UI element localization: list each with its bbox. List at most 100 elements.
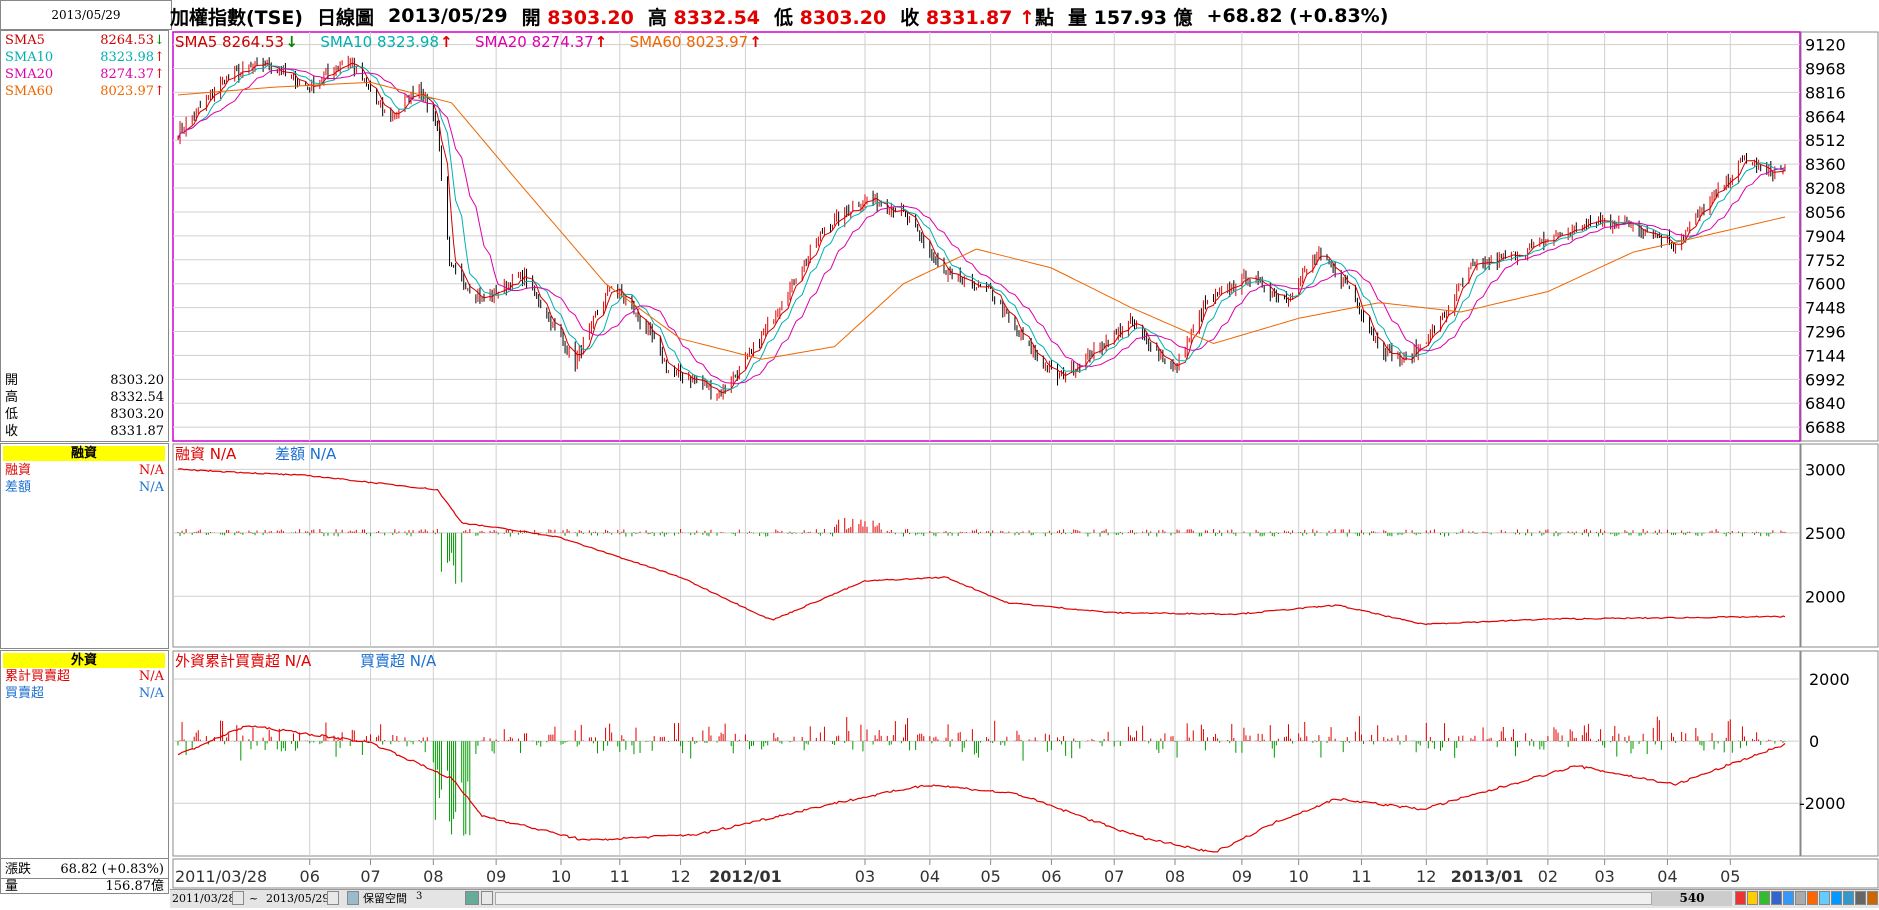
sma60-line: [177, 81, 1786, 360]
foreign-row-label: 累計買賣超: [5, 669, 71, 684]
x-tick-label: 05: [1720, 867, 1740, 886]
left-price-info: [0, 30, 169, 442]
high-value: 8332.54: [673, 6, 761, 29]
scroll-left-icon[interactable]: [481, 891, 493, 905]
end-date-dropdown-icon[interactable]: [327, 891, 339, 905]
high-label: 高: [647, 6, 667, 29]
toolbar-tool-icon[interactable]: [1771, 891, 1782, 905]
scrollbar-track[interactable]: [495, 892, 1652, 905]
x-tick-label: 06: [1041, 867, 1061, 886]
y-tick-label: 2000: [1805, 587, 1846, 606]
y-tick-label: 0: [1809, 732, 1819, 751]
x-tick-label: 2013/01: [1451, 867, 1524, 886]
sma10-line: [177, 64, 1786, 390]
change-value: +68.82 (+0.83%): [1206, 5, 1389, 27]
bottom-row-label: 量: [5, 879, 19, 894]
toolbar-tool-icon[interactable]: [1735, 891, 1746, 905]
toolbar-tool-icon[interactable]: [1843, 891, 1854, 905]
reserve-space-icon[interactable]: [347, 891, 359, 905]
close-label: 收: [900, 6, 920, 29]
left-sma-name: SMA10: [5, 50, 54, 65]
header-date: 2013/05/29: [388, 5, 508, 27]
volume-value: 157.93 億: [1093, 6, 1193, 29]
left-sma-arrow: ↓: [154, 33, 165, 48]
toolbar-tool-icon[interactable]: [1783, 891, 1794, 905]
price-legend-arrow: ↑: [595, 33, 608, 51]
y-tick-label: 7448: [1805, 299, 1846, 318]
toolbar-tool-icon[interactable]: [1795, 891, 1806, 905]
left-sma-arrow: ↑: [154, 50, 165, 65]
left-ohlc-label: 低: [5, 407, 19, 422]
left-ohlc-value: 8331.87: [110, 424, 164, 439]
margin-row-label: 融資: [5, 463, 32, 478]
end-date[interactable]: 2013/05/29: [266, 892, 330, 905]
foreign-section-title: 外資: [3, 653, 165, 668]
bottom-row-label: 漲跌: [5, 862, 32, 877]
left-ohlc-value: 8303.20: [110, 407, 164, 422]
x-tick-label: 2012/01: [709, 867, 782, 886]
axis-frame: [1800, 650, 1879, 857]
y-tick-label: 7144: [1805, 346, 1846, 365]
bottom-row-value: 68.82 (+0.83%): [60, 862, 164, 877]
y-tick-label: 7600: [1805, 275, 1846, 294]
toolbar-tool-icon[interactable]: [1807, 891, 1818, 905]
low-label: 低: [774, 6, 794, 29]
low-value: 8303.20: [799, 6, 887, 29]
left-ohlc-label: 收: [5, 424, 19, 439]
left-margin-info: [0, 443, 169, 649]
period-label: 日線圖: [317, 6, 375, 29]
start-date[interactable]: 2011/03/28: [172, 892, 236, 905]
toolbar-tool-icon[interactable]: [1759, 891, 1770, 905]
x-tick-label: 12: [670, 867, 690, 886]
y-tick-label: 8208: [1805, 179, 1846, 198]
reserve-space-value: 3: [416, 891, 423, 902]
toolbar-tool-icon[interactable]: [1831, 891, 1842, 905]
y-tick-label: 2500: [1805, 524, 1846, 543]
date-box: 2013/05/29: [0, 0, 172, 30]
y-tick-label: 7296: [1805, 323, 1846, 342]
toolbar-tool-icon[interactable]: [1819, 891, 1830, 905]
bottom-row-value: 156.87億: [105, 879, 165, 894]
left-sma-arrow: ↑: [154, 67, 165, 82]
bar-count[interactable]: 540: [1652, 891, 1732, 906]
x-tick-label: 07: [1104, 867, 1124, 886]
reserve-space-label: 保留空間: [363, 892, 407, 905]
x-tick-label: 04: [920, 867, 940, 886]
foreign-legend-item: 買賣超 N/A: [360, 652, 437, 670]
y-tick-label: 7904: [1805, 227, 1846, 246]
toolbar-tool-icon[interactable]: [1867, 891, 1878, 905]
y-tick-label: -2000: [1799, 794, 1846, 813]
y-tick-label: 6688: [1805, 418, 1846, 437]
margin-row-value: N/A: [138, 480, 164, 495]
y-tick-label: 8816: [1805, 83, 1846, 102]
x-tick-label: 08: [423, 867, 443, 886]
price-legend-arrow: ↑: [440, 33, 453, 51]
unit-label: 點: [1034, 6, 1054, 29]
foreign-cumulative-line: [177, 725, 1786, 853]
panel-frame: [172, 650, 1801, 857]
date-separator: ~: [249, 892, 259, 905]
close-value: 8331.87: [925, 6, 1013, 29]
toolbar-tool-icon[interactable]: [1747, 891, 1758, 905]
y-tick-label: 9120: [1805, 36, 1846, 55]
foreign-row-value: N/A: [138, 669, 164, 684]
margin-legend-item: 差額 N/A: [275, 445, 337, 463]
left-sma-value: 8264.53: [100, 33, 154, 48]
scroll-icon[interactable]: [465, 891, 479, 905]
toolbar-tool-icon[interactable]: [1855, 891, 1866, 905]
sma5-line: [177, 62, 1786, 394]
price-legend-item: SMA5 8264.53: [175, 33, 284, 51]
x-axis-frame: [172, 858, 1879, 889]
left-sma-name: SMA20: [5, 67, 54, 82]
x-tick-label: 03: [855, 867, 875, 886]
left-ohlc-label: 高: [5, 390, 19, 405]
x-tick-label: 12: [1416, 867, 1436, 886]
left-ohlc-value: 8332.54: [110, 390, 164, 405]
start-date-dropdown-icon[interactable]: [232, 891, 244, 905]
y-tick-label: 8360: [1805, 155, 1846, 174]
foreign-row-label: 買賣超: [5, 686, 45, 701]
x-tick-label: 09: [1232, 867, 1252, 886]
y-tick-label: 2000: [1809, 670, 1850, 689]
y-tick-label: 6840: [1805, 394, 1846, 413]
